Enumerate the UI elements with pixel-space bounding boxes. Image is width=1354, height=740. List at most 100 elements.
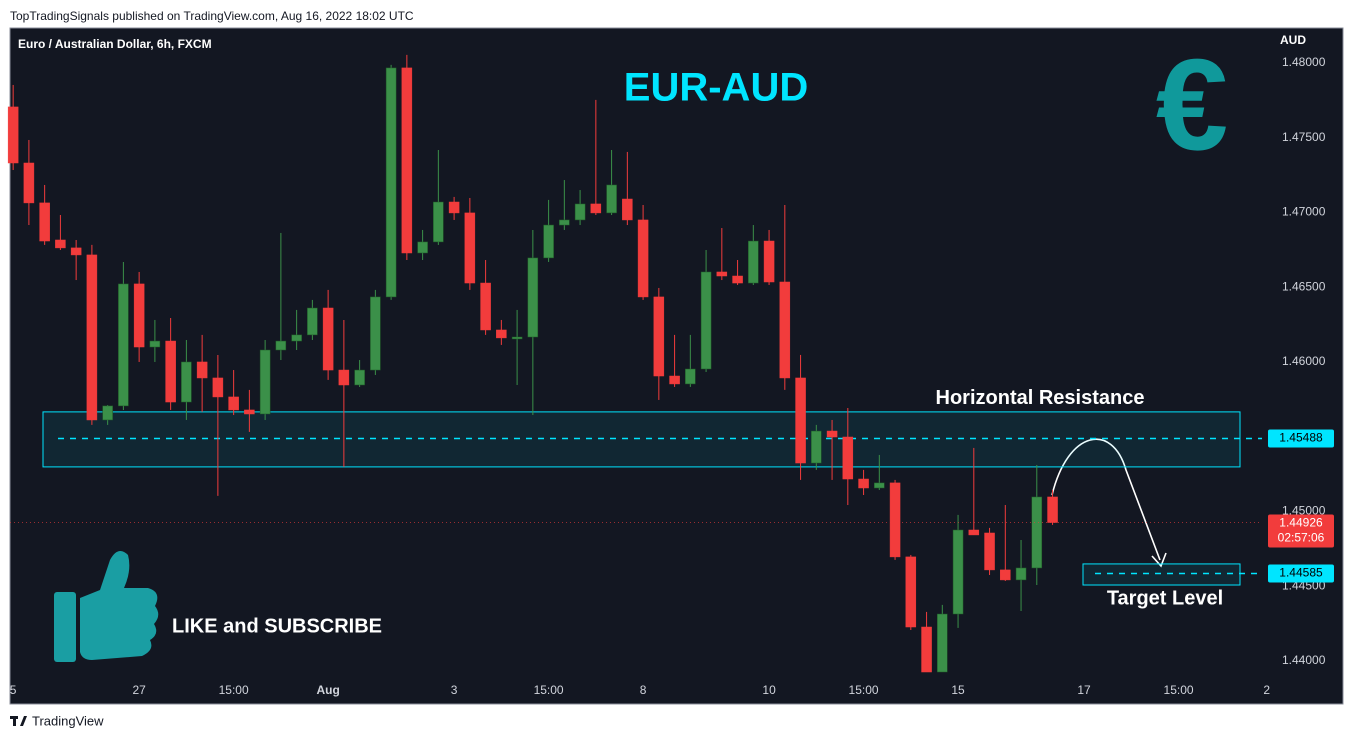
- x-tick-label: 3: [451, 683, 458, 697]
- candle-body: [212, 377, 224, 398]
- x-tick-label: 2: [1263, 683, 1270, 697]
- candle-body: [511, 336, 523, 340]
- level-price-box: [1268, 564, 1334, 583]
- arrow-head: [1151, 552, 1167, 568]
- candle-body: [952, 529, 964, 615]
- candle-body: [338, 369, 350, 386]
- candle-body: [385, 67, 397, 298]
- candle-body: [1015, 567, 1027, 581]
- candle-body: [196, 361, 208, 379]
- x-tick-label: 8: [640, 683, 647, 697]
- candle-body: [401, 67, 413, 254]
- x-tick-label: 15:00: [1164, 683, 1194, 697]
- candle-body: [606, 184, 617, 214]
- candle-body: [858, 478, 869, 489]
- y-tick-label: 1.47500: [1282, 130, 1326, 144]
- candle-body: [181, 361, 192, 403]
- candle-body: [244, 409, 255, 415]
- level-price-box: [1268, 429, 1334, 448]
- candle-body: [133, 283, 145, 348]
- candle-body: [842, 436, 854, 480]
- candle-body: [763, 240, 775, 283]
- y-tick-label: 1.46000: [1282, 354, 1326, 368]
- candle-body: [685, 368, 696, 385]
- candle-body: [307, 307, 318, 336]
- candle-body: [543, 224, 554, 259]
- y-tick-label: 1.46500: [1282, 279, 1326, 293]
- candle-body: [622, 198, 633, 221]
- candle-body: [700, 271, 712, 370]
- candle-body: [86, 254, 98, 421]
- x-tick-label: 15:00: [219, 683, 249, 697]
- candle-body: [354, 369, 365, 386]
- level-zone: [42, 411, 1241, 468]
- candle-body: [748, 240, 759, 284]
- call-to-action: LIKE and SUBSCRIBE: [172, 615, 382, 637]
- thumbs-up-icon: [54, 551, 159, 662]
- candle-body: [118, 283, 129, 407]
- candle-body: [1047, 496, 1058, 523]
- candle-body: [39, 202, 50, 242]
- chart-title: Euro / Australian Dollar, 6h, FXCM: [18, 37, 212, 51]
- candle-body: [275, 340, 287, 351]
- candle-body: [559, 219, 570, 226]
- candle-body: [70, 247, 82, 256]
- candle-body: [795, 377, 806, 464]
- chart-area: [9, 27, 1344, 705]
- candle-body: [669, 375, 680, 385]
- y-tick-label: 1.47000: [1282, 205, 1326, 219]
- x-tick-label: 15:00: [849, 683, 879, 697]
- x-tick-label: 10: [762, 683, 776, 697]
- level-name: Target Level: [1107, 587, 1223, 609]
- candle-body: [1031, 496, 1043, 569]
- level-zone: [1082, 563, 1241, 586]
- candle-body: [590, 203, 602, 214]
- x-tick-label: 17: [1077, 683, 1091, 697]
- candle-body: [937, 613, 948, 673]
- y-tick-label: 1.45000: [1282, 504, 1326, 518]
- candle-body: [291, 334, 302, 342]
- candle-body: [433, 201, 444, 243]
- candle-body: [779, 281, 791, 379]
- headline: EUR-AUD: [624, 66, 808, 110]
- last-price-label: 1.44926: [1279, 516, 1323, 530]
- euro-icon: €: [1156, 31, 1228, 177]
- x-tick-label: Aug: [316, 683, 339, 697]
- candle-body: [165, 340, 176, 403]
- candle-body: [716, 271, 728, 277]
- level-price-label: 1.45488: [1279, 431, 1323, 445]
- forecast-arrow: [1051, 438, 1161, 561]
- header: TopTradingSignals published on TradingVi…: [10, 9, 414, 23]
- last-price-box: [1268, 514, 1334, 548]
- footer-logo: [10, 716, 27, 726]
- x-tick-label: 15:00: [534, 683, 564, 697]
- candle-body: [874, 482, 885, 489]
- candle-body: [1000, 569, 1011, 581]
- footer: TradingView: [32, 713, 104, 728]
- candle-body: [905, 556, 917, 628]
- candle-body: [496, 329, 507, 339]
- x-tick-label: 27: [132, 683, 146, 697]
- candle-body: [968, 529, 980, 536]
- candle-body: [984, 532, 995, 571]
- candle-body: [732, 275, 743, 284]
- y-tick-label: 1.48000: [1282, 55, 1326, 69]
- candle-body: [102, 405, 113, 421]
- level-name: Horizontal Resistance: [936, 387, 1145, 409]
- candle-body: [370, 296, 381, 371]
- currency: AUD: [1280, 33, 1306, 47]
- countdown-label: 02:57:06: [1278, 531, 1325, 545]
- candle-body: [653, 296, 665, 377]
- x-tick-label: 15: [951, 683, 965, 697]
- candle-body: [574, 203, 586, 221]
- candle-body: [464, 212, 476, 284]
- candle-body: [259, 349, 271, 415]
- candle-body: [55, 239, 66, 249]
- candle-body: [527, 257, 539, 338]
- x-tick-label: 5: [10, 683, 17, 697]
- candle-body: [811, 430, 822, 464]
- candle-body: [448, 201, 460, 214]
- candle-body: [826, 430, 838, 438]
- candle-body: [228, 396, 239, 411]
